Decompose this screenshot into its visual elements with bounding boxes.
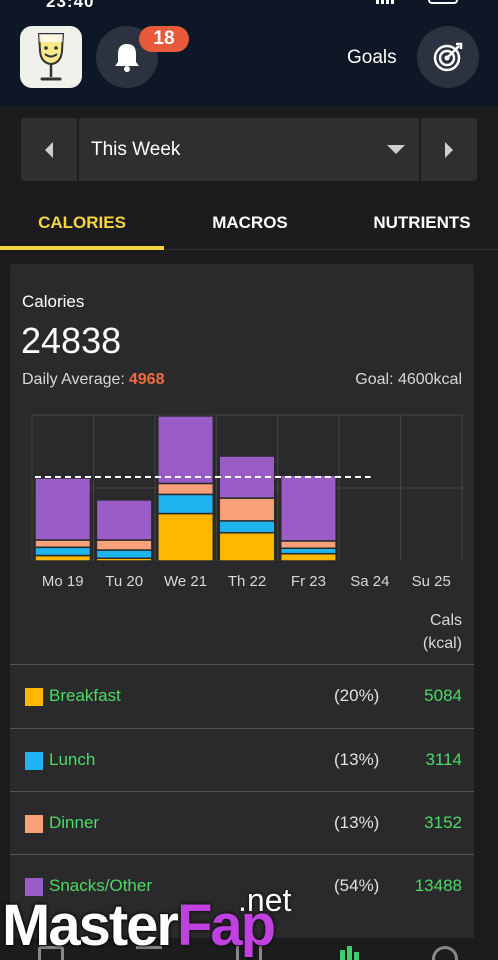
bar-segment <box>279 547 337 555</box>
top-bar <box>0 14 498 106</box>
status-time: 23:40 <box>46 0 95 11</box>
x-tick-label: We 21 <box>164 573 207 590</box>
goal-label: Goal: 4600kcal <box>355 371 462 388</box>
x-tick-label: Th 22 <box>228 573 266 590</box>
divider <box>77 118 79 181</box>
legend-value: 5084 <box>424 686 462 705</box>
lunch-swatch <box>25 752 43 770</box>
watermark-fap: Fap <box>176 893 276 958</box>
x-tick-label: Tu 20 <box>105 573 143 590</box>
bar-segment <box>95 539 153 551</box>
legend-value: 3114 <box>425 750 462 769</box>
legend-value: 3152 <box>424 813 462 832</box>
x-tick-label: Fr 23 <box>291 573 326 590</box>
legend-name: Snacks/Other <box>49 876 152 895</box>
bar-segment <box>34 546 92 557</box>
bottom-nav <box>0 938 498 960</box>
notification-badge: 18 <box>139 26 189 52</box>
bar-segment <box>95 499 153 541</box>
period-dropdown[interactable]: This Week <box>79 118 419 181</box>
card-title: Calories <box>22 292 85 311</box>
legend-row-breakfast[interactable]: Breakfast (20%) 5084 <box>10 664 474 727</box>
next-week-button[interactable] <box>421 118 477 181</box>
prev-week-button[interactable] <box>21 118 77 181</box>
legend-percent: (13%) <box>334 750 380 769</box>
daily-average-value: 4968 <box>128 371 165 388</box>
goals-button[interactable] <box>417 26 479 88</box>
bar-segment <box>218 531 276 562</box>
chevron-left-icon <box>45 141 53 158</box>
legend-percent: (20%) <box>334 686 380 705</box>
cals-header-label: Cals <box>429 612 462 629</box>
bar-segment <box>157 415 215 485</box>
tab-calories[interactable]: CALORIES <box>38 213 126 232</box>
goals-label[interactable]: Goals <box>347 47 397 68</box>
bar-segment <box>279 540 337 549</box>
active-tab-indicator <box>0 246 164 250</box>
week-selector: This Week <box>21 118 477 181</box>
stats-icon[interactable] <box>336 946 362 960</box>
bar-segment <box>279 474 337 542</box>
breakfast-swatch <box>25 688 43 706</box>
cals-header-unit: (kcal) <box>422 635 462 652</box>
bar-segment <box>218 520 276 534</box>
calories-chart[interactable]: Mo 19 Tu 20 We 21 Th 22 Fr 23 Sa 24 Su 25 <box>22 398 472 598</box>
chevron-right-icon <box>445 141 453 158</box>
status-bar: 23:40 <box>0 0 498 14</box>
battery-icon <box>428 0 458 4</box>
diary-icon[interactable] <box>38 946 64 960</box>
bar-segment <box>157 493 215 515</box>
period-label: This Week <box>91 138 181 160</box>
watermark-net: .net <box>238 882 292 918</box>
legend-percent: (54%) <box>334 876 380 895</box>
food-icon[interactable] <box>236 946 262 960</box>
status-icons <box>376 0 458 4</box>
calories-card <box>10 264 474 960</box>
target-icon <box>433 42 463 72</box>
bar-segment <box>157 482 215 496</box>
signal-icon <box>376 0 394 4</box>
bar-segment <box>157 512 215 562</box>
divider <box>419 118 421 181</box>
legend-row-dinner[interactable]: Dinner (13%) 3152 <box>10 791 474 854</box>
tab-macros[interactable]: MACROS <box>212 213 288 232</box>
app-logo-button[interactable] <box>20 26 82 88</box>
bar-segment <box>34 539 92 549</box>
calories-total: 24838 <box>21 320 122 361</box>
tab-bar: CALORIES MACROS NUTRIENTS <box>0 196 498 250</box>
legend-name: Dinner <box>49 813 100 832</box>
legend-name: Breakfast <box>49 686 121 705</box>
legend-percent: (13%) <box>334 813 380 832</box>
cals-column-header: Cals (kcal) <box>423 609 462 655</box>
snacks-swatch <box>25 878 43 896</box>
dashboard-icon[interactable] <box>136 946 162 960</box>
legend-value: 13488 <box>414 876 462 895</box>
bar-segment <box>95 549 153 560</box>
tab-nutrients[interactable]: NUTRIENTS <box>373 213 471 232</box>
legend-row-lunch[interactable]: Lunch (13%) 3114 <box>10 728 474 791</box>
x-tick-label: Mo 19 <box>42 573 84 590</box>
watermark: .net MasterFap <box>0 882 330 960</box>
bar-segment <box>34 477 92 541</box>
profile-icon[interactable] <box>432 946 458 960</box>
caret-down-icon <box>387 145 405 154</box>
bar-segment <box>34 554 92 562</box>
bar-segment <box>218 497 276 522</box>
watermark-master: Master <box>2 893 179 958</box>
daily-average: Daily Average: 4968 <box>22 371 164 389</box>
legend-row-snacks[interactable]: Snacks/Other (54%) 13488 <box>10 854 474 917</box>
dinner-swatch <box>25 815 43 833</box>
x-tick-label: Sa 24 <box>350 573 389 590</box>
legend-name: Lunch <box>49 750 96 769</box>
x-tick-label: Su 25 <box>412 573 451 590</box>
bar-segment <box>279 552 337 562</box>
watermark-text: MasterFap <box>2 892 276 959</box>
daily-average-label: Daily Average: <box>22 371 125 388</box>
bell-icon <box>115 44 139 72</box>
wine-glass-smiley-icon <box>37 33 65 81</box>
